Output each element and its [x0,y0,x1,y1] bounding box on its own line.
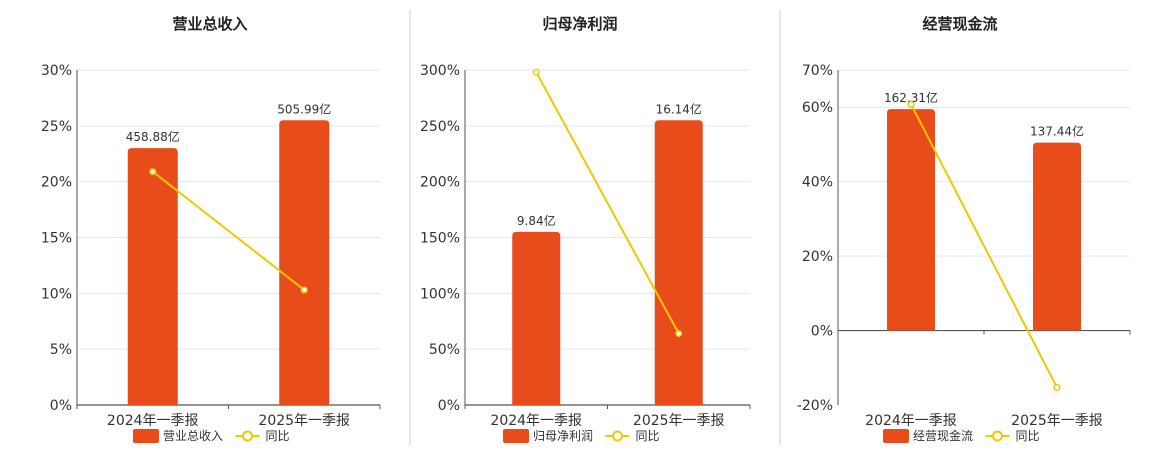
legend-bar-swatch [503,429,529,443]
x-tick-label: 2024年一季报 [865,413,957,429]
yoy-point [1053,383,1061,392]
legend-line-marker [992,430,1003,442]
y-tick-label: 15% [41,231,72,247]
data-label: 162.31亿 [884,90,938,105]
yoy-point [532,68,540,76]
yoy-point [300,286,308,294]
legend-bar-label: 归母净利润 [533,429,593,443]
y-tick-label: 0% [50,398,72,414]
y-tick-label: 70% [802,63,833,79]
bar [654,120,703,405]
bar [512,231,561,405]
bar [1033,142,1081,331]
y-tick-label: 150% [420,231,460,247]
chart-title: 营业总收入 [172,15,247,33]
yoy-point [907,100,915,108]
bar [887,109,935,331]
data-label: 137.44亿 [1030,124,1084,139]
data-label: 458.88亿 [126,129,180,144]
y-tick-label: 50% [429,342,460,358]
y-tick-label: 20% [802,249,833,265]
data-label: 505.99亿 [277,101,331,116]
data-label: 16.14亿 [656,101,702,116]
yoy-point [149,168,157,176]
chart-title: 经营现金流 [922,15,997,33]
data-label: 9.84亿 [517,213,556,228]
y-tick-label: 200% [420,175,460,191]
yoy-line [910,103,1058,388]
x-tick-label: 2024年一季报 [107,413,199,429]
chart-title: 归母净利润 [542,15,617,33]
legend-line-marker [242,430,253,442]
y-tick-label: 100% [420,286,460,302]
yoy-line [152,170,305,291]
y-tick-label: 25% [41,119,72,135]
legend-bar-label: 经营现金流 [913,428,973,443]
legend-bar-swatch [883,429,909,443]
y-tick-label: 30% [41,63,72,79]
y-tick-label: 0% [438,398,460,414]
legend-bar-label: 营业总收入 [163,429,223,443]
legend-line-marker [612,430,623,442]
legend-line-label: 同比 [636,429,660,443]
y-tick-label: 300% [420,63,460,79]
bar [279,120,330,405]
y-tick-label: 5% [50,342,72,358]
legend-line-label: 同比 [1016,429,1040,443]
legend-bar-swatch [133,429,159,443]
x-tick-label: 2025年一季报 [258,413,350,429]
y-tick-label: 10% [41,286,72,302]
x-tick-label: 2025年一季报 [1011,413,1103,429]
x-tick-label: 2025年一季报 [633,413,725,429]
legend-line-label: 同比 [266,429,290,443]
y-tick-label: -20% [797,398,833,414]
bar [127,148,178,405]
y-tick-label: 60% [802,100,833,116]
y-tick-label: 250% [420,119,460,135]
y-tick-label: 20% [41,175,72,191]
yoy-line [535,71,680,335]
y-tick-label: 0% [811,324,833,340]
yoy-point [675,329,683,338]
x-tick-label: 2024年一季报 [490,413,582,429]
y-tick-label: 40% [802,175,833,191]
